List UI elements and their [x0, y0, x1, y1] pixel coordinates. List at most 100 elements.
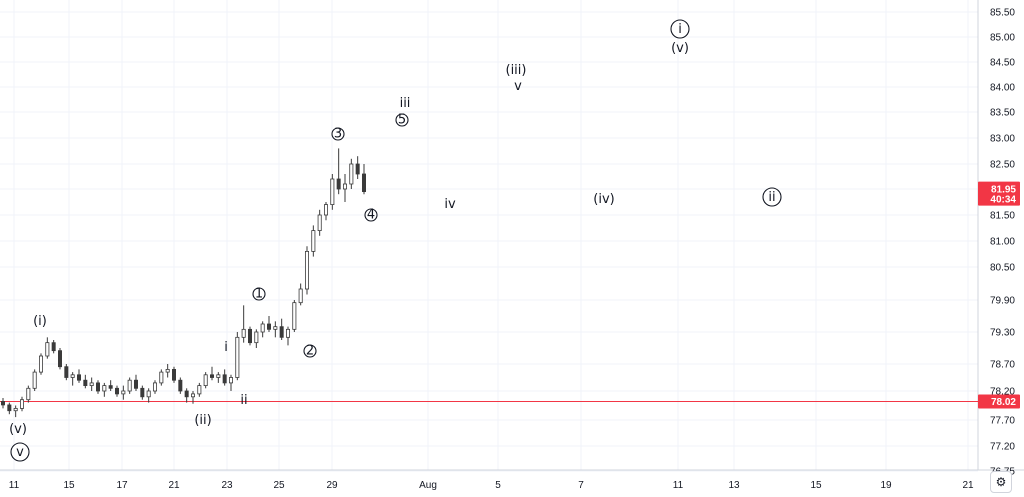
svg-text:v: v [16, 445, 24, 460]
svg-text:iii: iii [400, 96, 411, 111]
wave-label: i [670, 19, 690, 39]
candle [83, 374, 88, 389]
wave-label: iv [444, 197, 456, 212]
candle [127, 377, 132, 394]
candle [323, 202, 328, 221]
wave-label: 1 [252, 287, 266, 302]
x-tick-label: 23 [221, 480, 233, 491]
candle [349, 158, 354, 189]
wave-label: (v) [671, 41, 689, 56]
candle [254, 329, 259, 348]
x-tick-label: Aug [419, 480, 437, 491]
wave-label: (i) [33, 314, 47, 329]
svg-text:(i): (i) [33, 314, 47, 329]
svg-text:3: 3 [334, 127, 342, 142]
svg-text:(ii): (ii) [194, 413, 211, 428]
svg-text:i: i [224, 340, 228, 355]
candle [152, 380, 157, 394]
svg-text:1: 1 [255, 287, 263, 302]
candle [70, 372, 75, 386]
wave-label: ii [762, 187, 782, 207]
x-tick-label: 5 [495, 480, 501, 491]
candle [311, 225, 316, 257]
svg-text:iv: iv [444, 197, 456, 212]
wave-label: v [514, 79, 522, 94]
y-tick-label: 84.00 [990, 83, 1015, 94]
x-tick-label: 15 [63, 480, 75, 491]
svg-text:81.95: 81.95 [991, 185, 1016, 196]
candle [133, 374, 138, 391]
wave-label: (iii) [506, 63, 527, 78]
wave-label: 3 [331, 127, 345, 142]
x-tick-label: 17 [116, 480, 128, 491]
x-tick-label: 13 [728, 480, 740, 491]
candle [140, 385, 145, 400]
candle [39, 353, 44, 375]
candle [203, 372, 208, 389]
candle [285, 326, 290, 346]
y-tick-label: 85.00 [990, 33, 1015, 44]
y-tick-label: 83.50 [990, 108, 1015, 119]
axis-settings-button[interactable]: ⚙ [990, 471, 1012, 493]
y-tick-label: 77.70 [990, 416, 1015, 427]
y-tick-label: 78.70 [990, 360, 1015, 371]
wave-label: (iv) [593, 192, 614, 207]
candle [58, 348, 63, 370]
wave-label: i [224, 340, 228, 355]
svg-text:(iv): (iv) [593, 192, 614, 207]
candle [165, 364, 170, 378]
wave-label: (v) [9, 422, 27, 437]
candle [355, 156, 360, 179]
candle [178, 377, 183, 394]
candle [273, 321, 278, 338]
candle [26, 385, 31, 403]
wave-label: 2 [303, 344, 317, 359]
candle [222, 369, 227, 386]
candle [102, 382, 107, 397]
candle [260, 321, 265, 338]
x-tick-label: 21 [168, 480, 180, 491]
wave-label: iii [400, 96, 411, 111]
y-tick-label: 77.20 [990, 442, 1015, 453]
candle [108, 380, 113, 391]
x-tick-label: 25 [273, 480, 285, 491]
x-tick-label: 29 [326, 480, 338, 491]
svg-text:(iii): (iii) [506, 63, 527, 78]
candles [0, 148, 366, 418]
x-axis[interactable]: 11 15 17 21 23 25 29 Aug 5 7 11 13 15 19 21 [9, 480, 974, 491]
candle [279, 318, 284, 340]
x-tick-label: 7 [578, 480, 584, 491]
candle [317, 209, 322, 236]
candle [45, 337, 50, 359]
wave-label: 5 [395, 113, 409, 128]
candle [19, 396, 24, 412]
candle [342, 174, 347, 202]
svg-text:(v): (v) [9, 422, 27, 437]
candle [13, 405, 18, 418]
y-tick-label: 78.20 [990, 387, 1015, 398]
grid [0, 0, 1024, 472]
candle [89, 377, 94, 391]
svg-text:ii: ii [768, 190, 775, 205]
wave-label: 4 [364, 208, 378, 223]
candle [115, 385, 120, 397]
candle [361, 164, 366, 195]
svg-text:i: i [678, 22, 682, 37]
x-tick-label: 15 [810, 480, 822, 491]
candle [266, 316, 271, 332]
svg-text:4: 4 [367, 208, 375, 223]
x-tick-label: 21 [962, 480, 974, 491]
candle [171, 366, 176, 383]
y-tick-label: 81.50 [990, 211, 1015, 222]
candle [77, 369, 82, 383]
wave-label: (ii) [194, 413, 211, 428]
candle [304, 246, 309, 295]
candle [228, 374, 233, 391]
svg-text:v: v [514, 79, 522, 94]
x-tick-label: 11 [673, 480, 684, 491]
